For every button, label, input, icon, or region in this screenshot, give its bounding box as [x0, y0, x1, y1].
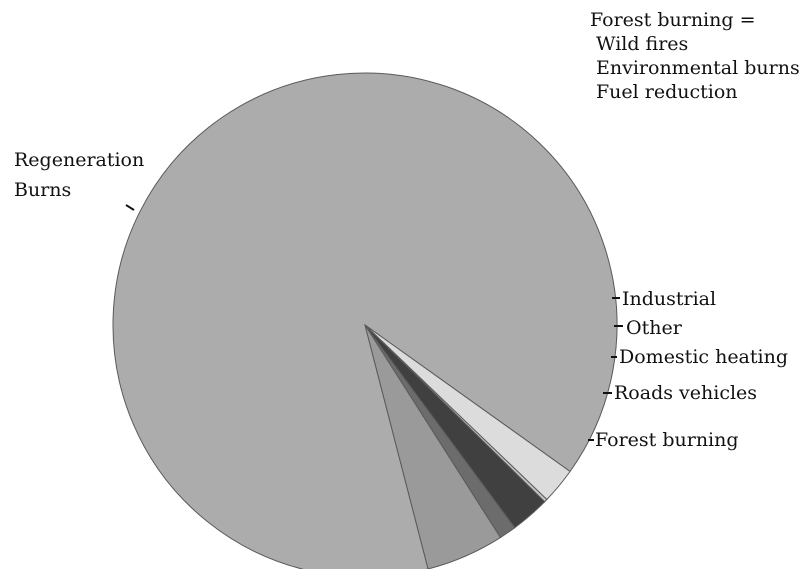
label-forest-burning: Forest burning [595, 429, 739, 451]
label-other: Other [626, 317, 682, 339]
label-industrial: Industrial [622, 288, 717, 310]
note-item-fuel-reduction: Fuel reduction [596, 81, 738, 103]
note-title: Forest burning = [590, 9, 756, 31]
note-item-environmental-burns: Environmental burns [596, 57, 800, 79]
label-regeneration-line2: Burns [14, 179, 72, 201]
slice-regeneration-burns [112, 72, 618, 569]
definition-note: Forest burning = Wild fires Environmenta… [590, 8, 800, 104]
leader-regeneration-burns [125, 204, 135, 211]
label-domestic-heating: Domestic heating [619, 346, 788, 368]
label-roads-vehicles: Roads vehicles [614, 382, 758, 404]
label-regeneration-burns: Regeneration Burns [14, 145, 144, 205]
label-regeneration-line1: Regeneration [14, 149, 145, 171]
note-item-wild-fires: Wild fires [596, 33, 689, 55]
